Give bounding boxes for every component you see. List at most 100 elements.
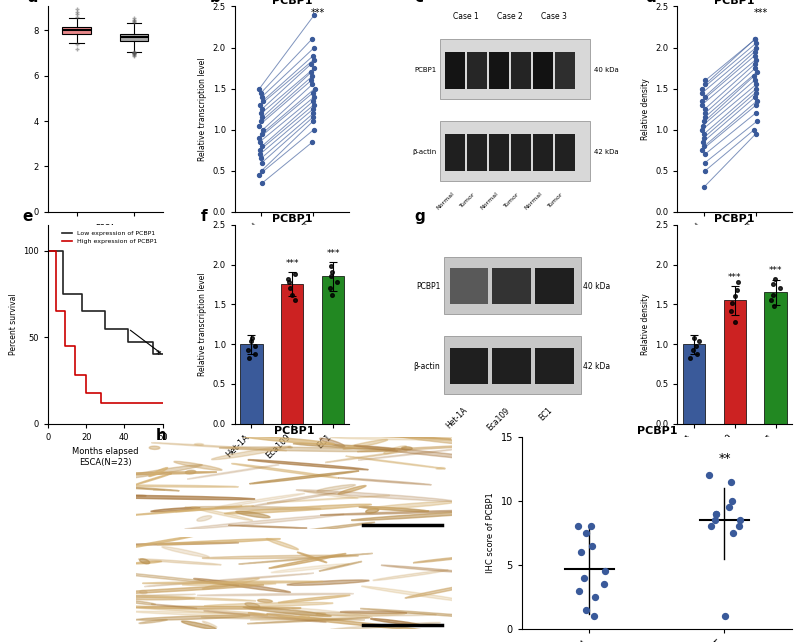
- Text: b: b: [210, 0, 221, 5]
- Point: [695, 145, 708, 155]
- Bar: [281, 284, 303, 424]
- Bar: [533, 51, 553, 89]
- Text: EC1: EC1: [538, 406, 554, 422]
- Ellipse shape: [202, 555, 358, 559]
- Bar: [489, 134, 509, 171]
- X-axis label: Months elapsed
ESCA(N=23): Months elapsed ESCA(N=23): [72, 447, 138, 467]
- Text: ***: ***: [769, 266, 782, 275]
- Point: [705, 521, 718, 532]
- Point: [748, 46, 761, 56]
- Point: [722, 502, 735, 512]
- Ellipse shape: [139, 559, 150, 564]
- Ellipse shape: [133, 561, 162, 564]
- Text: h: h: [156, 428, 167, 443]
- Ellipse shape: [320, 438, 345, 447]
- Ellipse shape: [354, 446, 511, 462]
- Point: [698, 116, 711, 126]
- Text: PCBP1: PCBP1: [414, 67, 437, 73]
- Ellipse shape: [381, 565, 470, 573]
- Point: [324, 272, 337, 282]
- Point: [254, 116, 267, 126]
- Point: [307, 55, 320, 65]
- Ellipse shape: [267, 496, 390, 503]
- Text: e: e: [23, 209, 33, 223]
- Point: [683, 353, 696, 363]
- Point: [698, 182, 710, 193]
- Point: [255, 92, 268, 102]
- Point: [255, 108, 268, 118]
- Point: [326, 290, 339, 300]
- Point: [308, 83, 321, 94]
- Point: [305, 75, 318, 85]
- Point: [698, 149, 711, 159]
- FancyBboxPatch shape: [444, 336, 582, 394]
- Ellipse shape: [231, 464, 339, 478]
- Point: [586, 541, 598, 551]
- Ellipse shape: [287, 580, 370, 586]
- Point: [306, 34, 318, 44]
- Text: Tumor: Tumor: [503, 191, 521, 209]
- Ellipse shape: [151, 508, 200, 512]
- Point: [766, 279, 779, 290]
- Point: [253, 169, 266, 180]
- Point: [749, 92, 762, 102]
- Ellipse shape: [252, 492, 338, 507]
- Point: [748, 75, 761, 85]
- Ellipse shape: [238, 553, 373, 564]
- Ellipse shape: [245, 603, 260, 608]
- Ellipse shape: [317, 485, 355, 492]
- Point: [306, 116, 319, 126]
- Point: [574, 547, 587, 557]
- Text: 42 kDa: 42 kDa: [583, 361, 610, 370]
- Point: [718, 611, 731, 621]
- Point: [692, 336, 705, 346]
- Point: [750, 128, 762, 139]
- FancyBboxPatch shape: [440, 121, 590, 181]
- Point: [750, 39, 762, 49]
- Point: [697, 133, 710, 143]
- Point: [599, 566, 612, 577]
- Point: [749, 34, 762, 44]
- Bar: [322, 277, 344, 424]
- Point: [308, 10, 321, 20]
- Bar: [682, 344, 705, 424]
- Ellipse shape: [80, 495, 255, 499]
- Ellipse shape: [373, 570, 448, 580]
- Ellipse shape: [202, 621, 217, 627]
- Point: [254, 145, 266, 155]
- Y-axis label: Relative transcription level: Relative transcription level: [198, 57, 207, 161]
- Ellipse shape: [134, 495, 146, 496]
- Point: [306, 112, 319, 123]
- Bar: [535, 348, 574, 384]
- Bar: [467, 51, 486, 89]
- Point: [282, 273, 294, 284]
- Title: PCBP1: PCBP1: [714, 214, 755, 224]
- Text: a: a: [27, 0, 38, 5]
- Ellipse shape: [340, 611, 406, 614]
- Point: [588, 611, 601, 621]
- Ellipse shape: [98, 485, 179, 491]
- Point: [282, 277, 295, 287]
- Point: [257, 125, 270, 135]
- Point: [688, 333, 701, 343]
- Ellipse shape: [174, 462, 222, 471]
- Ellipse shape: [122, 600, 155, 605]
- Bar: [445, 134, 465, 171]
- Point: [598, 579, 611, 589]
- Point: [578, 573, 591, 583]
- Ellipse shape: [162, 546, 210, 557]
- Point: [724, 306, 737, 316]
- Text: Tumor: Tumor: [547, 191, 565, 209]
- Ellipse shape: [204, 602, 333, 607]
- Point: [698, 141, 710, 152]
- Point: [695, 100, 708, 110]
- Ellipse shape: [269, 553, 346, 568]
- Y-axis label: Relative transcription level: Relative transcription level: [198, 272, 207, 376]
- Bar: [555, 134, 574, 171]
- Ellipse shape: [278, 595, 350, 603]
- Text: Case 1: Case 1: [453, 12, 478, 21]
- Point: [687, 345, 700, 355]
- Bar: [450, 268, 488, 304]
- Ellipse shape: [413, 556, 474, 563]
- Ellipse shape: [211, 446, 290, 460]
